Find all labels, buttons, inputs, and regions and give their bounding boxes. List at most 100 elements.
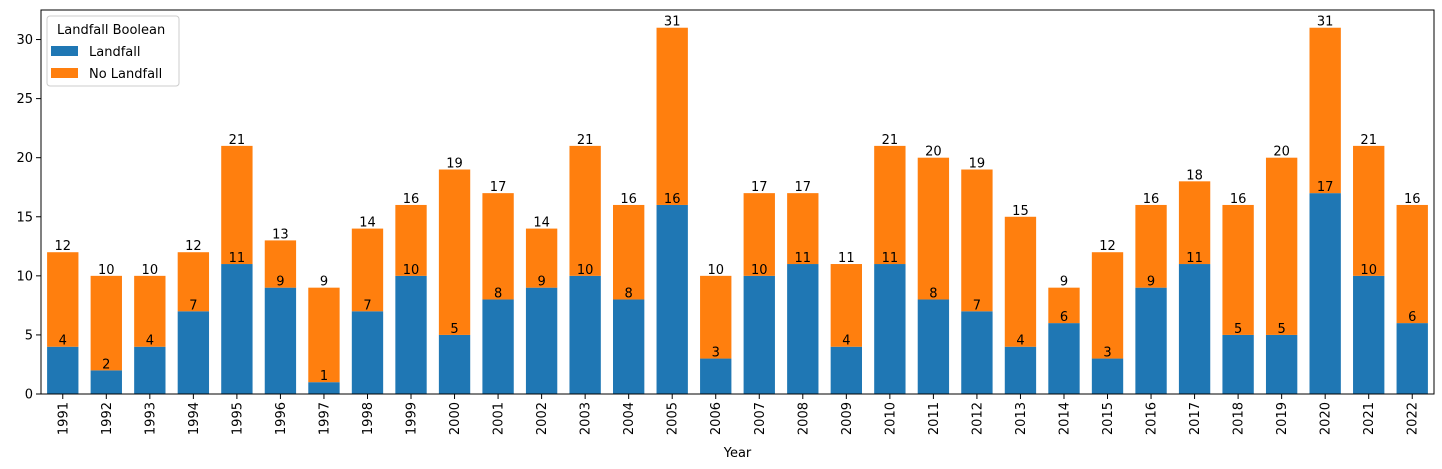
x-tick-label-1991: 1991 [56, 402, 71, 435]
bar-label-no-landfall-2004: 16 [620, 192, 637, 207]
bar-landfall-1994 [177, 311, 210, 394]
bar-label-no-landfall-2019: 20 [1273, 145, 1290, 160]
bar-label-no-landfall-2000: 19 [446, 157, 463, 172]
bar-label-no-landfall-1993: 10 [142, 263, 159, 278]
x-tick-label-2019: 2019 [1275, 402, 1290, 435]
bar-no-landfall-1992 [90, 275, 122, 371]
bar-landfall-1993 [134, 346, 166, 394]
bar-label-no-landfall-1991: 12 [54, 239, 71, 254]
plot-frame [40, 9, 1435, 395]
bar-landfall-1997 [308, 382, 340, 394]
bar-no-landfall-2011 [917, 157, 950, 300]
x-tick-label-2006: 2006 [709, 402, 724, 435]
bar-label-landfall-1993: 4 [146, 334, 154, 349]
bar-no-landfall-2019 [1265, 157, 1298, 335]
x-axis-title: Year [723, 446, 752, 461]
bar-label-no-landfall-2016: 16 [1143, 192, 1160, 207]
bar-no-landfall-2022 [1396, 204, 1428, 324]
bar-label-landfall-2011: 8 [929, 286, 937, 301]
x-tick-label-1992: 1992 [100, 402, 115, 435]
bar-label-landfall-2001: 8 [494, 286, 502, 301]
x-tick-label-2009: 2009 [840, 402, 855, 435]
bar-label-landfall-1995: 11 [229, 251, 246, 266]
y-tick-label-30: 30 [16, 33, 33, 48]
bar-label-no-landfall-2021: 21 [1360, 133, 1377, 148]
bar-landfall-2018 [1222, 334, 1254, 394]
bar-no-landfall-2009 [830, 264, 862, 347]
bar-no-landfall-2013 [1004, 216, 1037, 347]
y-tick-label-0: 0 [25, 388, 33, 403]
bar-no-landfall-2002 [525, 228, 558, 288]
y-tick-label-10: 10 [16, 269, 33, 284]
bar-landfall-1991 [47, 346, 79, 394]
x-tick-label-2002: 2002 [535, 402, 550, 435]
bar-landfall-2012 [961, 311, 993, 394]
bar-label-no-landfall-2007: 17 [751, 180, 768, 195]
x-tick-label-2021: 2021 [1362, 402, 1377, 435]
bar-landfall-2015 [1091, 358, 1124, 394]
bar-no-landfall-1999 [395, 204, 427, 276]
x-tick-label-2012: 2012 [970, 402, 985, 435]
bar-label-landfall-2021: 10 [1360, 263, 1377, 278]
x-tick-label-2013: 2013 [1014, 402, 1029, 435]
bar-label-landfall-2009: 4 [842, 334, 850, 349]
legend-title: Landfall Boolean [57, 23, 165, 38]
bar-label-landfall-2007: 10 [751, 263, 768, 278]
bar-label-landfall-1999: 10 [403, 263, 420, 278]
x-tick-label-2014: 2014 [1057, 402, 1072, 435]
y-tick-label-15: 15 [16, 210, 33, 225]
bar-no-landfall-2003 [569, 145, 601, 276]
bar-no-landfall-1997 [308, 287, 340, 383]
bar-no-landfall-1995 [221, 145, 253, 265]
legend-label-no-landfall: No Landfall [89, 67, 162, 82]
bar-label-no-landfall-2005: 31 [664, 15, 681, 30]
bar-no-landfall-1991 [47, 252, 79, 347]
x-tick-label-1996: 1996 [274, 402, 289, 435]
bar-label-landfall-2015: 3 [1103, 346, 1111, 361]
bar-no-landfall-2014 [1048, 287, 1080, 324]
x-tick-label-2007: 2007 [753, 402, 768, 435]
bar-label-landfall-2006: 3 [712, 346, 720, 361]
bar-landfall-1998 [351, 311, 384, 394]
bar-landfall-2007 [743, 275, 775, 394]
x-tick-label-1993: 1993 [143, 402, 158, 435]
bar-label-landfall-1998: 7 [363, 298, 371, 313]
bar-landfall-2003 [569, 275, 601, 394]
bar-no-landfall-2015 [1091, 252, 1124, 359]
bar-label-landfall-2010: 11 [882, 251, 899, 266]
bar-label-no-landfall-2017: 18 [1186, 168, 1203, 183]
bar-label-no-landfall-1995: 21 [229, 133, 246, 148]
bar-label-landfall-2016: 9 [1147, 275, 1155, 290]
bar-label-no-landfall-2014: 9 [1060, 275, 1068, 290]
bar-no-landfall-2021 [1353, 145, 1385, 276]
x-tick-label-2010: 2010 [883, 402, 898, 435]
bar-landfall-1995 [221, 264, 253, 394]
x-tick-label-2003: 2003 [579, 402, 594, 435]
bar-landfall-2017 [1178, 264, 1211, 394]
bar-label-no-landfall-2009: 11 [838, 251, 855, 266]
x-tick-label-1994: 1994 [187, 402, 202, 435]
bar-landfall-2001 [482, 299, 514, 394]
bar-landfall-1996 [264, 287, 297, 394]
y-tick-label-5: 5 [25, 328, 33, 343]
y-tick-label-20: 20 [16, 151, 33, 166]
x-tick-label-2022: 2022 [1406, 402, 1421, 435]
bar-label-no-landfall-2011: 20 [925, 145, 942, 160]
bar-label-landfall-2008: 11 [795, 251, 812, 266]
bar-no-landfall-1993 [134, 275, 166, 347]
x-tick-label-2008: 2008 [796, 402, 811, 435]
bar-no-landfall-2018 [1222, 204, 1254, 335]
x-tick-label-2011: 2011 [927, 402, 942, 435]
legend-label-landfall: Landfall [89, 45, 140, 60]
bar-no-landfall-1994 [177, 252, 210, 312]
bar-label-landfall-2012: 7 [973, 298, 981, 313]
bar-label-no-landfall-2001: 17 [490, 180, 507, 195]
bar-no-landfall-2006 [700, 275, 732, 359]
bar-label-no-landfall-1999: 16 [403, 192, 420, 207]
x-tick-label-2000: 2000 [448, 402, 463, 435]
bar-label-landfall-2003: 10 [577, 263, 594, 278]
bar-no-landfall-2020 [1309, 27, 1341, 194]
bar-landfall-2009 [830, 346, 862, 394]
bar-label-landfall-2013: 4 [1016, 334, 1024, 349]
bar-landfall-2010 [874, 264, 906, 394]
